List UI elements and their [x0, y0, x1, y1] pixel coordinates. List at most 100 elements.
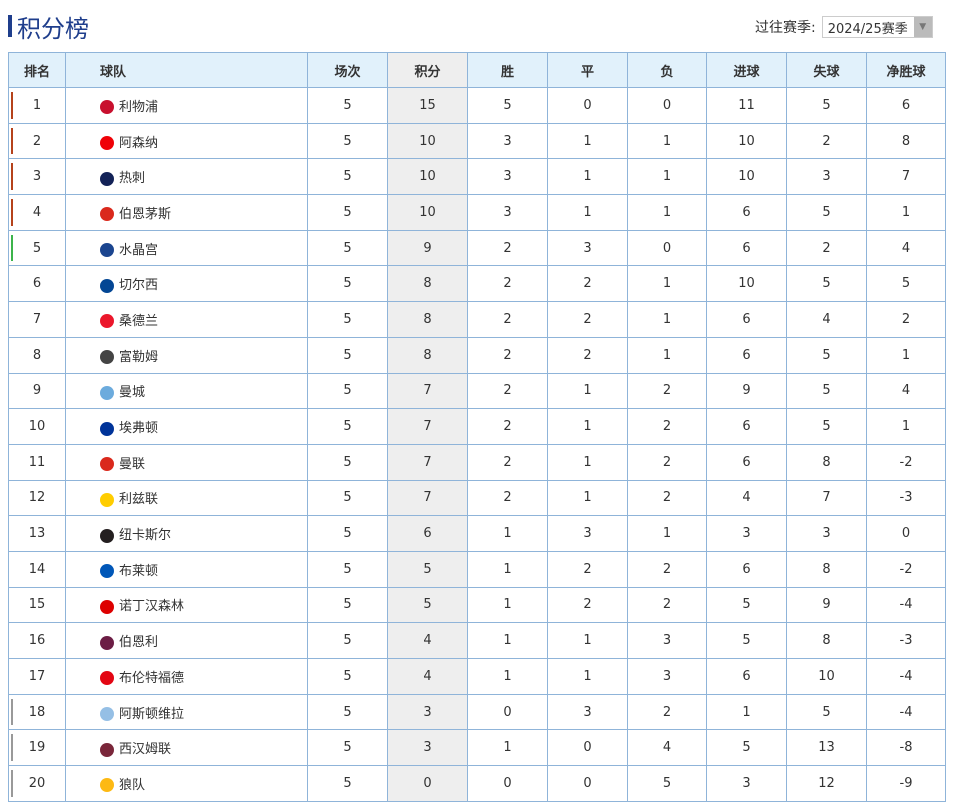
cell-goals-against: 5 [786, 372, 867, 410]
cell-text: 3 [583, 526, 592, 542]
cell-goals-for: 6 [706, 229, 787, 267]
cell-text: 5 [343, 133, 352, 149]
cell-won: 1 [467, 729, 548, 767]
cell-text: 13 [818, 740, 835, 756]
cell-text: 2 [503, 276, 512, 292]
cell-text: 9 [423, 240, 432, 256]
cell-goals-against: 8 [786, 443, 867, 481]
cell-team[interactable]: 切尔西 [65, 265, 308, 303]
cell-text: 10 [419, 133, 436, 149]
cell-team[interactable]: 曼城 [65, 372, 308, 410]
cell-team[interactable]: 布伦特福德 [65, 658, 308, 695]
cell-team[interactable]: 纽卡斯尔 [65, 515, 308, 552]
cell-goals-against: 2 [786, 229, 867, 267]
cell-team[interactable]: 利兹联 [65, 479, 308, 517]
cell-text: 8 [423, 276, 432, 292]
cell-won: 1 [467, 550, 548, 588]
cell-text: 水晶宫 [119, 242, 159, 258]
cell-text: 2 [583, 276, 592, 292]
cell-text: -3 [899, 490, 913, 506]
cell-text: 0 [583, 740, 592, 756]
cell-played: 5 [307, 229, 388, 267]
table-row: 10 埃弗顿 5 7 2 1 2 6 5 1 [8, 408, 946, 445]
cell-goal-diff: -4 [866, 693, 946, 731]
cell-text: 5 [901, 276, 911, 292]
cell-goal-diff: -2 [866, 550, 946, 588]
cell-drawn: 1 [547, 658, 628, 695]
cell-drawn: 1 [547, 479, 628, 517]
chevron-down-icon[interactable]: ▼ [913, 17, 932, 37]
cell-goals-against: 8 [786, 550, 867, 588]
cell-text: 富勒姆 [119, 349, 159, 365]
cell-drawn: 1 [547, 372, 628, 410]
cell-text: 1 [901, 204, 911, 220]
cell-goals-for: 5 [706, 586, 787, 624]
cell-text: 4 [662, 740, 672, 756]
cell-won: 2 [467, 372, 548, 410]
cell-text: 10 [419, 204, 436, 220]
header-goals-for: 进球 [706, 52, 787, 88]
cell-text: 11 [28, 454, 46, 470]
cell-text: 1 [503, 561, 512, 577]
cell-drawn: 0 [547, 765, 628, 802]
cell-played: 5 [307, 87, 388, 124]
zone-indicator [11, 199, 13, 226]
cell-text: 5 [343, 419, 352, 435]
cell-goal-diff: -3 [866, 479, 946, 517]
table-row: 13 纽卡斯尔 5 6 1 3 1 3 3 0 [8, 515, 946, 552]
cell-won: 2 [467, 301, 548, 338]
cell-goal-diff: 2 [866, 301, 946, 338]
cell-text: 14 [28, 561, 46, 577]
cell-played: 5 [307, 194, 388, 231]
cell-goal-diff: -8 [866, 729, 946, 767]
cell-points: 0 [387, 765, 468, 802]
cell-team[interactable]: 埃弗顿 [65, 408, 308, 445]
cell-text: 5 [343, 561, 352, 577]
cell-team[interactable]: 阿斯顿维拉 [65, 693, 308, 731]
cell-text: 5 [423, 561, 432, 577]
cell-team[interactable]: 诺丁汉森林 [65, 586, 308, 624]
team-badge-icon [100, 599, 114, 614]
cell-won: 0 [467, 693, 548, 731]
cell-won: 2 [467, 408, 548, 445]
cell-goals-for: 3 [706, 765, 787, 802]
cell-text: 5 [822, 276, 831, 292]
cell-team[interactable]: 西汉姆联 [65, 729, 308, 767]
cell-goals-for: 9 [706, 372, 787, 410]
cell-text: 8 [822, 633, 831, 649]
cell-text: 3 [662, 668, 672, 684]
cell-text: 9 [32, 383, 42, 399]
cell-goals-for: 11 [706, 87, 787, 124]
cell-team[interactable]: 布莱顿 [65, 550, 308, 588]
cell-team[interactable]: 伯恩利 [65, 622, 308, 659]
table-header: 排名 球队 场次 积分胜平负进球 失球 净胜球 [8, 52, 946, 88]
cell-team[interactable]: 利物浦 [65, 87, 308, 124]
cell-text: 5 [343, 169, 352, 185]
cell-text: 17 [28, 668, 46, 684]
cell-team[interactable]: 水晶宫 [65, 229, 308, 267]
cell-played: 5 [307, 658, 388, 695]
season-label: 过往赛季: [755, 20, 816, 36]
cell-text: 利物浦 [119, 99, 159, 115]
cell-team[interactable]: 伯恩茅斯 [65, 194, 308, 231]
cell-rank: 8 [8, 336, 66, 374]
cell-text: 1 [662, 276, 672, 292]
cell-won: 1 [467, 658, 548, 695]
cell-goal-diff: 4 [866, 372, 946, 410]
season-dropdown[interactable]: 2024/25赛季 ▼ [821, 16, 933, 38]
cell-team[interactable]: 桑德兰 [65, 301, 308, 338]
cell-text: 3 [742, 775, 751, 791]
cell-goal-diff: -4 [866, 658, 946, 695]
cell-goals-against: 5 [786, 693, 867, 731]
header-won: 胜 [467, 52, 548, 88]
cell-team[interactable]: 阿森纳 [65, 122, 308, 160]
cell-team[interactable]: 富勒姆 [65, 336, 308, 374]
cell-text: -3 [899, 633, 913, 649]
cell-text: 5 [822, 419, 831, 435]
cell-team[interactable]: 狼队 [65, 765, 308, 802]
cell-team[interactable]: 曼联 [65, 443, 308, 481]
cell-drawn: 2 [547, 301, 628, 338]
cell-won: 3 [467, 158, 548, 196]
cell-team[interactable]: 热刺 [65, 158, 308, 196]
cell-points: 7 [387, 479, 468, 517]
